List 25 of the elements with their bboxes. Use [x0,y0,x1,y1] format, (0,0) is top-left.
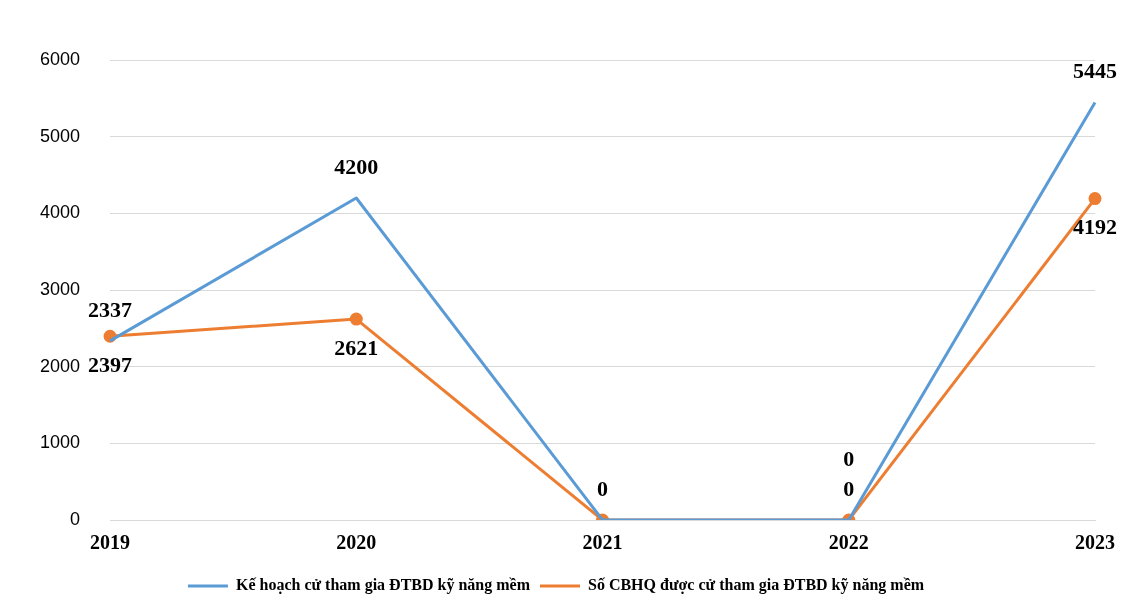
y-tick-label: 6000 [40,48,81,69]
x-tick-label: 2023 [1075,531,1115,554]
data-label: 2397 [88,351,133,377]
point [1088,192,1102,206]
legend-label: Số CBHQ được cử tham gia ĐTBD kỹ năng mềm [587,576,925,595]
data-label: 5445 [1073,58,1117,84]
legend-label: Kế hoạch cử tham gia ĐTBD kỹ năng mềm [235,576,531,595]
x-tick-label: 2021 [582,531,623,554]
y-tick-label: 5000 [40,125,81,146]
y-tick-label: 4000 [40,202,81,223]
data-label: 0 [843,475,855,501]
data-label: 4192 [1073,214,1117,240]
data-label: 0 [597,475,609,501]
x-tick-label: 2022 [828,531,869,554]
data-label: 4200 [334,153,379,179]
y-tick-label: 3000 [40,278,81,299]
y-tick-label: 1000 [40,432,81,453]
y-tick-label: 2000 [40,355,81,376]
data-label: 0 [843,445,855,471]
x-tick-label: 2020 [336,531,377,554]
data-label: 2621 [334,334,379,360]
point [349,312,363,326]
y-tick-label: 0 [70,508,81,529]
x-tick-label: 2019 [90,531,131,554]
data-label: 2337 [88,296,133,322]
